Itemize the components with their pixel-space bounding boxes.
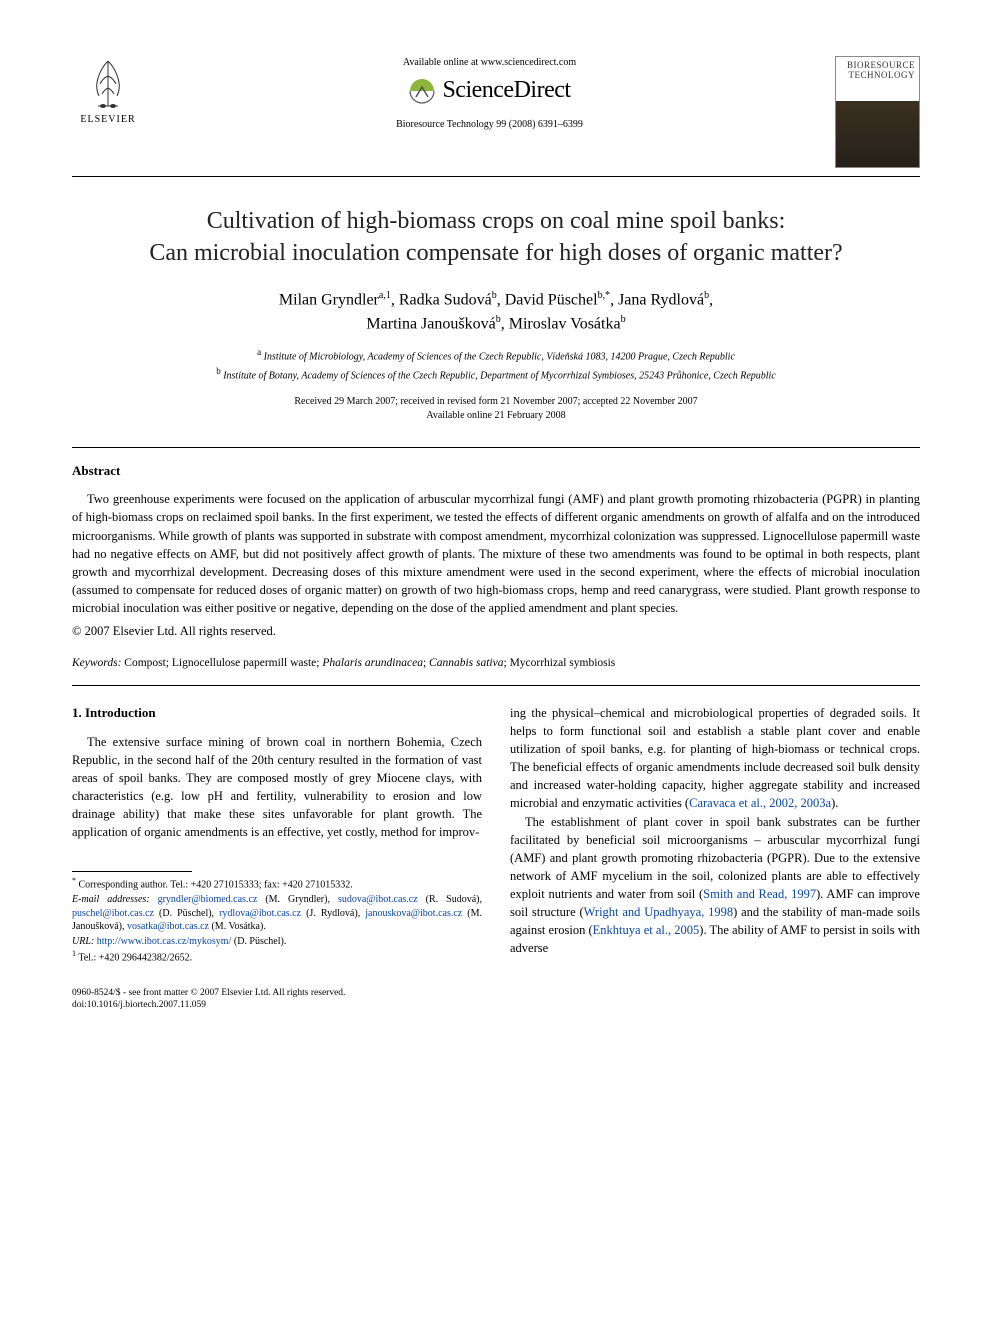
keyword-1: Compost [124, 657, 166, 669]
author-5: Martina Janoušková [366, 315, 495, 332]
dates-block: Received 29 March 2007; received in revi… [72, 395, 920, 423]
sciencedirect-icon [408, 77, 436, 105]
right-column: ing the physical–chemical and microbiolo… [510, 704, 920, 1012]
footnote-block: * Corresponding author. Tel.: +420 27101… [72, 871, 482, 965]
left-column: 1. Introduction The extensive surface mi… [72, 704, 482, 1012]
fn-corr-text: Corresponding author. Tel.: +420 2710153… [79, 880, 353, 891]
author-4: Jana Rydlová [618, 291, 704, 308]
keyword-2: Lignocellulose papermill waste [172, 657, 316, 669]
cover-title-line2: TECHNOLOGY [849, 70, 916, 80]
author-3: David Püschel [505, 291, 598, 308]
article-title: Cultivation of high-biomass crops on coa… [72, 205, 920, 270]
ref-smith-read[interactable]: Smith and Read, 1997 [703, 887, 816, 901]
fn-email-label: E-mail addresses: [72, 894, 150, 905]
abstract-body: Two greenhouse experiments were focused … [72, 490, 920, 617]
cover-title: BIORESOURCE TECHNOLOGY [836, 57, 919, 81]
author-4-sup: b [704, 290, 709, 301]
fn-email-2[interactable]: sudova@ibot.cas.cz [338, 894, 418, 905]
author-6-sup: b [621, 314, 626, 325]
fn-email-3[interactable]: puschel@ibot.cas.cz [72, 908, 154, 919]
author-1-sup: a,1 [379, 290, 391, 301]
page: ELSEVIER Available online at www.science… [0, 0, 992, 1052]
available-online-text: Available online at www.sciencedirect.co… [164, 56, 815, 70]
keywords-line: Keywords: Compost; Lignocellulose paperm… [72, 655, 920, 671]
fn-email-1[interactable]: gryndler@biomed.cas.cz [158, 894, 258, 905]
fn-email-4[interactable]: rydlova@ibot.cas.cz [219, 908, 301, 919]
abstract-section: Abstract Two greenhouse experiments were… [72, 462, 920, 671]
fn-url-line: URL: http://www.ibot.cas.cz/mykosym/ (D.… [72, 935, 482, 949]
sciencedirect-row: ScienceDirect [164, 74, 815, 108]
keyword-3: Phalaris arundinacea [322, 657, 423, 669]
ref-caravaca[interactable]: Caravaca et al., 2002, 2003a [689, 796, 831, 810]
fn-email-2-who: (R. Sudová), [418, 894, 482, 905]
ref-enkhtuya[interactable]: Enkhtuya et al., 2005 [593, 923, 700, 937]
dates-online: Available online 21 February 2008 [426, 410, 565, 421]
abstract-bottom-rule [72, 685, 920, 686]
dates-received: Received 29 March 2007; received in revi… [294, 396, 697, 407]
fn-emails: E-mail addresses: gryndler@biomed.cas.cz… [72, 893, 482, 934]
fn-url-who: (D. Püschel). [231, 936, 286, 947]
author-3-sup: b,* [598, 290, 611, 301]
ref-wright[interactable]: Wright and Upadhyaya, 1998 [584, 905, 734, 919]
publisher-name: ELSEVIER [80, 113, 135, 127]
abstract-top-rule [72, 447, 920, 448]
title-line1: Cultivation of high-biomass crops on coa… [207, 208, 786, 234]
header-rule [72, 176, 920, 177]
title-line2: Can microbial inoculation compensate for… [149, 240, 842, 266]
fn-email-4-who: (J. Rydlová), [301, 908, 365, 919]
fn-email-1-who: (M. Gryndler), [257, 894, 338, 905]
footnote-rule [72, 871, 192, 872]
intro-left-para: The extensive surface mining of brown co… [72, 733, 482, 842]
keyword-4: Cannabis sativa [429, 657, 503, 669]
journal-cover: BIORESOURCE TECHNOLOGY [835, 56, 920, 168]
affiliation-b: Institute of Botany, Academy of Sciences… [223, 370, 776, 381]
footer: 0960-8524/$ - see front matter © 2007 El… [72, 987, 482, 1012]
intro-heading: 1. Introduction [72, 704, 482, 723]
fn-url[interactable]: http://www.ibot.cas.cz/mykosym/ [97, 936, 232, 947]
intro-right-p1: ing the physical–chemical and microbiolo… [510, 704, 920, 813]
body-columns: 1. Introduction The extensive surface mi… [72, 704, 920, 1012]
fn-email-3-who: (D. Püschel), [154, 908, 219, 919]
author-2-sup: b [492, 290, 497, 301]
fn-email-6[interactable]: vosatka@ibot.cas.cz [127, 921, 209, 932]
author-5-sup: b [496, 314, 501, 325]
fn-email-6-who: (M. Vosátka). [209, 921, 266, 932]
sciencedirect-name: ScienceDirect [442, 74, 570, 108]
authors-block: Milan Gryndlera,1, Radka Sudováb, David … [72, 288, 920, 337]
header-row: ELSEVIER Available online at www.science… [72, 56, 920, 168]
fn-tel1: 1 Tel.: +420 296442382/2652. [72, 949, 482, 965]
author-2: Radka Sudová [399, 291, 492, 308]
author-1: Milan Gryndler [279, 291, 379, 308]
elsevier-tree-icon [83, 56, 133, 111]
cover-title-line1: BIORESOURCE [847, 60, 915, 70]
intro-right-p1-b: ). [831, 796, 838, 810]
fn-tel1-text: Tel.: +420 296442382/2652. [78, 953, 192, 964]
intro-right-p2: The establishment of plant cover in spoi… [510, 813, 920, 958]
keyword-5: Mycorrhizal symbiosis [510, 657, 616, 669]
author-6: Miroslav Vosátka [509, 315, 621, 332]
journal-reference: Bioresource Technology 99 (2008) 6391–63… [164, 118, 815, 132]
affiliation-a: Institute of Microbiology, Academy of Sc… [264, 352, 735, 363]
abstract-copyright: © 2007 Elsevier Ltd. All rights reserved… [72, 623, 920, 641]
fn-url-label: URL: [72, 936, 94, 947]
affiliations-block: a Institute of Microbiology, Academy of … [72, 346, 920, 383]
fn-corresponding: * Corresponding author. Tel.: +420 27101… [72, 876, 482, 892]
publisher-logo: ELSEVIER [72, 56, 144, 127]
abstract-heading: Abstract [72, 462, 920, 480]
fn-email-5[interactable]: janouskova@ibot.cas.cz [365, 908, 462, 919]
footer-line2: doi:10.1016/j.biortech.2007.11.059 [72, 999, 482, 1011]
center-block: Available online at www.sciencedirect.co… [144, 56, 835, 132]
intro-right-p1-a: ing the physical–chemical and microbiolo… [510, 706, 920, 811]
keywords-label: Keywords: [72, 657, 121, 669]
footer-line1: 0960-8524/$ - see front matter © 2007 El… [72, 987, 482, 999]
